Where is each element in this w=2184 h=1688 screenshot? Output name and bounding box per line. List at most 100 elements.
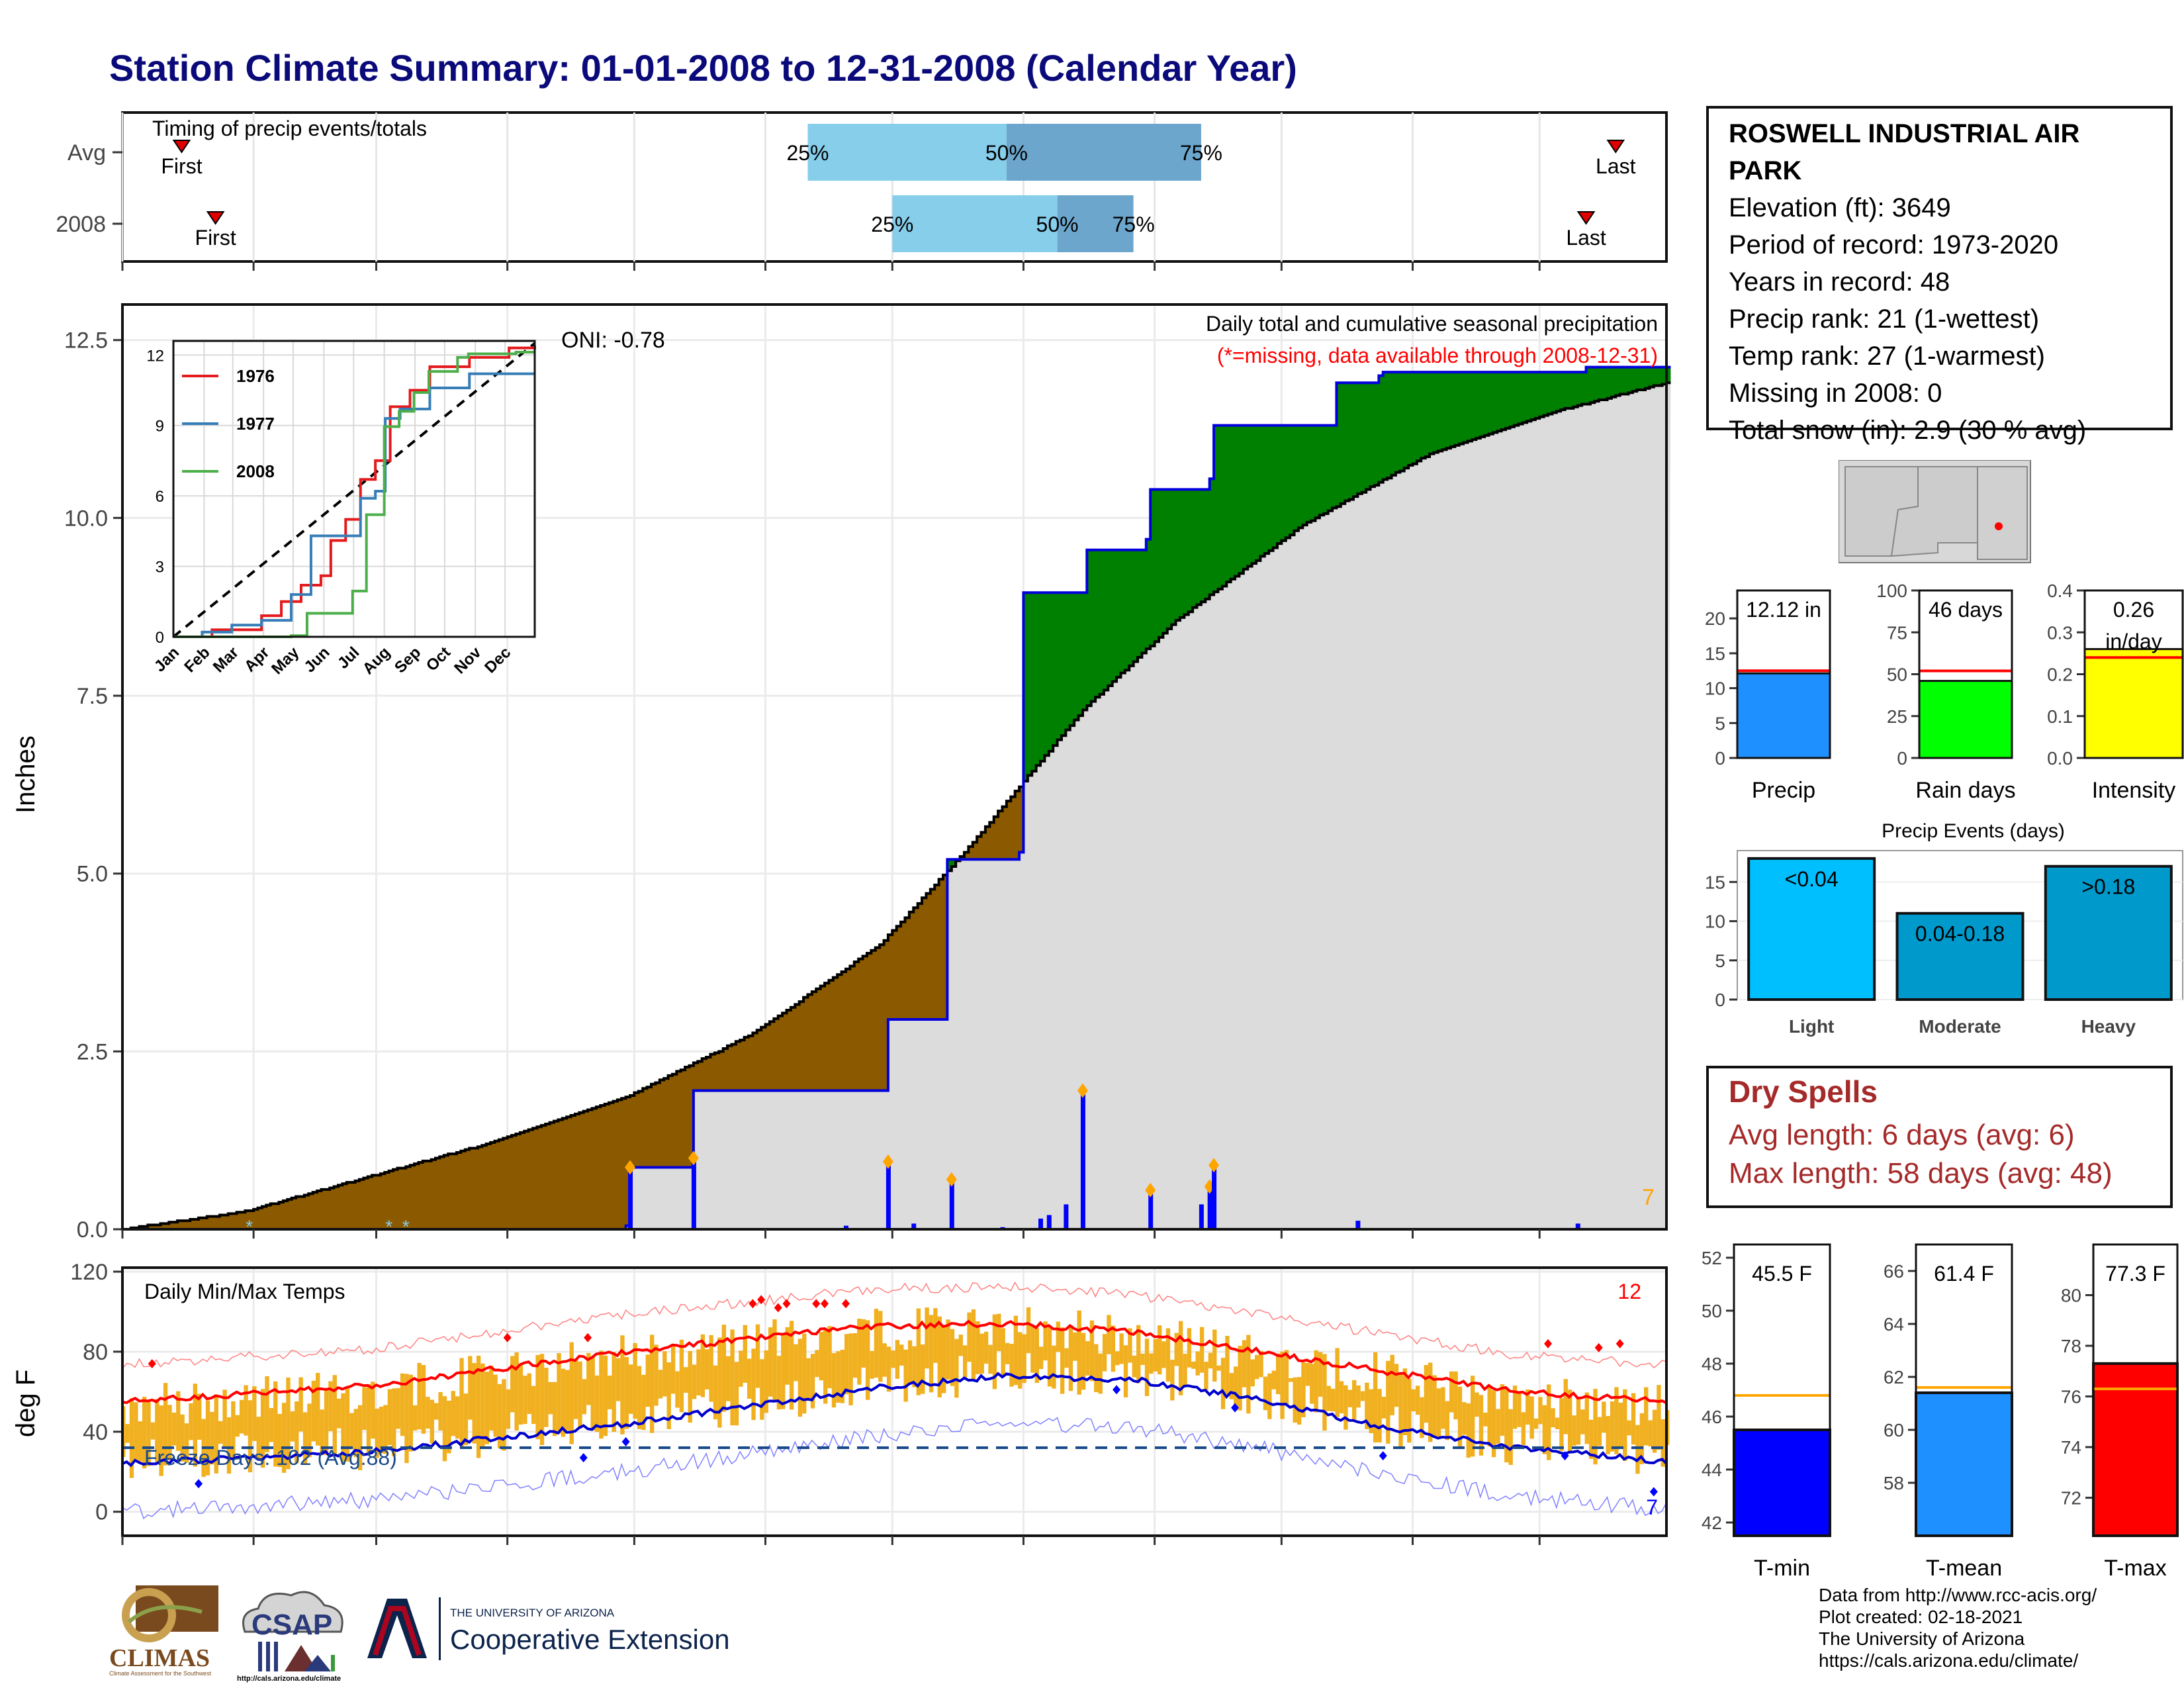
- daily-temp-bar: [1449, 1371, 1454, 1413]
- daily-temp-bar: [1602, 1401, 1606, 1433]
- daily-temp-bar: [794, 1344, 798, 1382]
- daily-temp-bar: [1132, 1355, 1137, 1378]
- daily-temp-bar: [1034, 1328, 1039, 1383]
- top-event-marker: [1077, 1083, 1088, 1098]
- daily-temp-bar: [476, 1356, 481, 1458]
- daily-temp-bar: [688, 1350, 692, 1423]
- page-title: Station Climate Summary: 01-01-2008 to 1…: [109, 47, 1297, 89]
- daily-temp-bar: [852, 1333, 858, 1378]
- daily-temp-bar: [146, 1401, 151, 1466]
- daily-temp-bar: [497, 1383, 502, 1449]
- daily-temp-bar: [1165, 1328, 1171, 1382]
- daily-temp-bar: [171, 1412, 177, 1446]
- daily-temp-bar: [1199, 1327, 1205, 1373]
- daily-temp-bar: [1563, 1379, 1568, 1434]
- category-label: T-mean: [1926, 1556, 2002, 1581]
- summary-frame: [2083, 589, 2184, 759]
- station-info-line: Total snow (in): 2.9 (30 % avg): [1729, 416, 2087, 445]
- daily-temp-bar: [764, 1350, 768, 1413]
- daily-temp-bar: [353, 1409, 358, 1458]
- daily-temp-bar: [265, 1376, 269, 1452]
- y-tick-label: 10: [1705, 912, 1725, 932]
- daily-temp-bar: [134, 1402, 138, 1460]
- daily-temp-bar: [210, 1411, 214, 1465]
- record-low-marker: [195, 1479, 203, 1489]
- record-max-line: [122, 1281, 1667, 1369]
- y-tick-label: 66: [1884, 1261, 1904, 1282]
- percentile-label: 25%: [786, 141, 829, 165]
- daily-temp-bar: [1547, 1384, 1551, 1460]
- daily-temp-bar: [599, 1350, 604, 1439]
- daily-temp-bar: [1310, 1364, 1314, 1404]
- credit-line: Plot created: 02-18-2021: [1819, 1607, 2023, 1627]
- daily-temp-bar: [413, 1405, 418, 1430]
- daily-temp-bar: [886, 1346, 891, 1392]
- daily-temp-bar: [400, 1373, 405, 1436]
- daily-temp-bar: [565, 1370, 570, 1430]
- event-bar-label: <0.04: [1785, 867, 1839, 891]
- y-tick-label: 100: [1876, 583, 1907, 601]
- daily-temp-bar: [231, 1401, 236, 1460]
- station-name: ROSWELL INDUSTRIAL AIR PARK: [1729, 119, 2080, 185]
- daily-temp-bar: [1022, 1334, 1026, 1383]
- daily-temp-bar: [878, 1311, 883, 1382]
- daily-temp-bar: [590, 1356, 595, 1430]
- daily-temp-bar: [176, 1391, 181, 1451]
- daily-temp-bar: [1639, 1413, 1645, 1465]
- daily-precip-bar: [1207, 1186, 1212, 1229]
- daily-temp-bar: [1326, 1385, 1332, 1411]
- daily-temp-bar: [1635, 1425, 1640, 1474]
- y-tick-label: 0: [1897, 748, 1907, 769]
- daily-temp-bar: [1343, 1385, 1348, 1430]
- daily-temp-bar: [675, 1371, 680, 1408]
- daily-temp-bar: [1339, 1381, 1344, 1414]
- daily-temp-bar: [1094, 1344, 1099, 1393]
- daily-temp-bar: [1318, 1352, 1323, 1397]
- daily-temp-bar: [700, 1334, 705, 1397]
- summary-bar: [1918, 680, 2013, 759]
- daily-temp-bar: [493, 1374, 498, 1437]
- daily-temp-bar: [776, 1356, 782, 1410]
- daily-temp-bar: [1183, 1354, 1187, 1386]
- event-category-label: Light: [1789, 1016, 1834, 1037]
- daily-temp-bar: [1056, 1321, 1060, 1352]
- daily-temp-bar: [726, 1356, 731, 1401]
- daily-temp-bar: [1470, 1376, 1475, 1457]
- daily-temp-bar: [332, 1375, 337, 1457]
- record-low-count: 7: [1646, 1495, 1658, 1519]
- daily-temp-bar: [1271, 1370, 1276, 1389]
- daily-temp-bar: [235, 1415, 240, 1437]
- daily-temp-bar: [184, 1423, 189, 1463]
- quartile-bar-25-50: [807, 124, 1007, 181]
- daily-temp-bar: [1001, 1328, 1005, 1378]
- daily-temp-bar: [1322, 1354, 1327, 1431]
- y-tick-label: 40: [83, 1420, 108, 1445]
- daily-temp-bar: [1081, 1333, 1086, 1390]
- daily-temp-bar: [615, 1358, 621, 1401]
- daily-temp-bar: [1661, 1419, 1665, 1467]
- daily-temp-bar: [654, 1344, 659, 1406]
- y-tick-label: 0: [1715, 748, 1725, 769]
- daily-temp-bar: [768, 1327, 773, 1397]
- daily-temp-bar: [612, 1352, 616, 1432]
- daily-temp-bar: [1098, 1353, 1103, 1394]
- event-bar: [1895, 912, 2025, 1001]
- daily-temp-bar: [1597, 1417, 1602, 1446]
- daily-temp-bar: [222, 1389, 227, 1449]
- daily-temp-bar: [1047, 1326, 1052, 1387]
- daily-temp-bar: [269, 1407, 274, 1442]
- daily-temp-bar: [518, 1364, 523, 1425]
- record-high-marker: [749, 1299, 757, 1309]
- daily-temp-bar: [205, 1400, 210, 1476]
- event-marker: [172, 140, 191, 154]
- daily-temp-bar: [1436, 1388, 1441, 1438]
- daily-temp-bar: [1216, 1365, 1221, 1371]
- daily-temp-bar: [1043, 1321, 1048, 1361]
- y-tick-label: 25: [1887, 706, 1907, 727]
- daily-temp-bar: [1107, 1315, 1111, 1354]
- daily-temp-bar: [1115, 1351, 1120, 1366]
- daily-temp-bar: [1360, 1391, 1365, 1401]
- y-tick-label: 46: [1702, 1407, 1722, 1427]
- average-cumulative-line: [122, 381, 1671, 1231]
- daily-temp-bar: [608, 1376, 612, 1409]
